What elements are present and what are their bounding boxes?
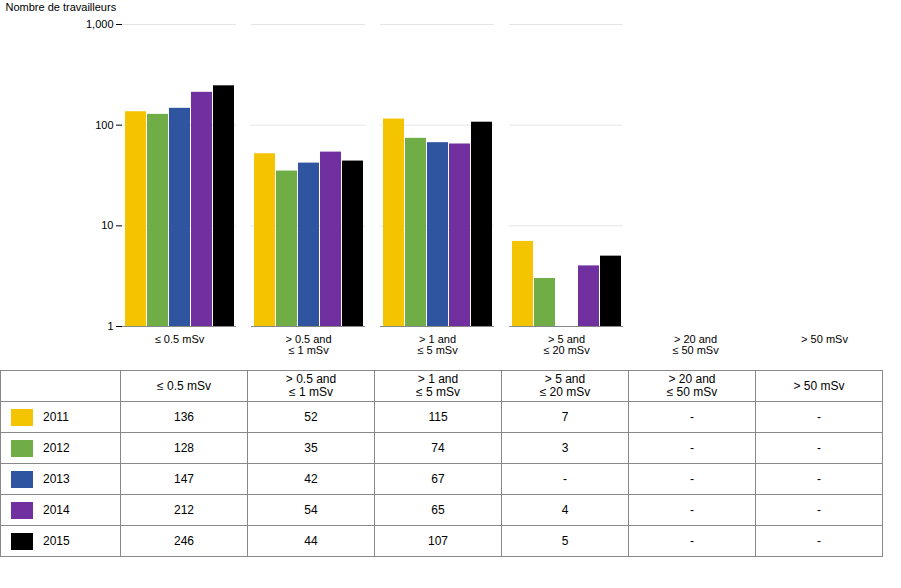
svg-text:1,000: 1,000 [86,18,114,30]
html-text:67: 67 [431,471,445,486]
html-text:2013: 2013 [43,471,70,486]
svg-text:> 20 and≤ 50 mSv: > 20 and≤ 50 mSv [672,333,719,356]
html-text:107: 107 [428,533,448,548]
svg-text:> 50 mSv: > 50 mSv [801,333,848,345]
svg-text:> 0.5 and≤ 1 mSv: > 0.5 and≤ 1 mSv [285,333,331,356]
svg-text:> 1 and≤ 5 mSv: > 1 and≤ 5 mSv [417,333,458,356]
html-text:115: 115 [428,409,448,424]
svg-text:≤ 0.5 mSv: ≤ 0.5 mSv [155,333,205,345]
html-text:7: 7 [561,409,569,424]
html-text:128: 128 [174,440,194,455]
html-text:35: 35 [304,440,318,455]
html-text:2011: 2011 [43,409,69,424]
html-text:2014: 2014 [43,502,70,517]
html-text:74: 74 [431,440,445,455]
html-text:42: 42 [304,471,318,486]
svg-text:10: 10 [101,219,113,231]
html-text:≤ 0.5 mSv: ≤ 0.5 mSv [157,378,211,393]
html-text:147: 147 [174,471,194,486]
html-text:65: 65 [431,502,445,517]
html-text:2012: 2012 [43,440,70,455]
html-text:136: 136 [174,409,194,424]
html-text:52: 52 [304,409,318,424]
html-text:2015: 2015 [43,533,70,548]
svg-text:100: 100 [95,119,113,131]
html-text:> 20 and ≤ 50 mSv: > 20 and ≤ 50 mSv [666,372,718,399]
svg-text:1: 1 [107,320,113,332]
html-text:> 0.5 and ≤ 1 mSv: > 0.5 and ≤ 1 mSv [285,372,337,399]
svg-text:> 5 and≤ 20 mSv: > 5 and≤ 20 mSv [543,333,590,356]
html-text:5: 5 [561,533,569,548]
html-text:246: 246 [174,533,194,548]
html-text:212: 212 [174,502,194,517]
html-text:44: 44 [304,533,318,548]
html-text:3: 3 [561,440,569,455]
svg-text:Nombre de travailleurs: Nombre de travailleurs [6,1,117,13]
html-text:> 50 mSv: > 50 mSv [793,378,845,393]
html-text:4: 4 [561,502,569,517]
html-text:> 5 and ≤ 20 mSv: > 5 and ≤ 20 mSv [539,372,591,399]
html-text:54: 54 [304,502,318,517]
html-text:> 1 and ≤ 5 mSv: > 1 and ≤ 5 mSv [416,372,460,399]
